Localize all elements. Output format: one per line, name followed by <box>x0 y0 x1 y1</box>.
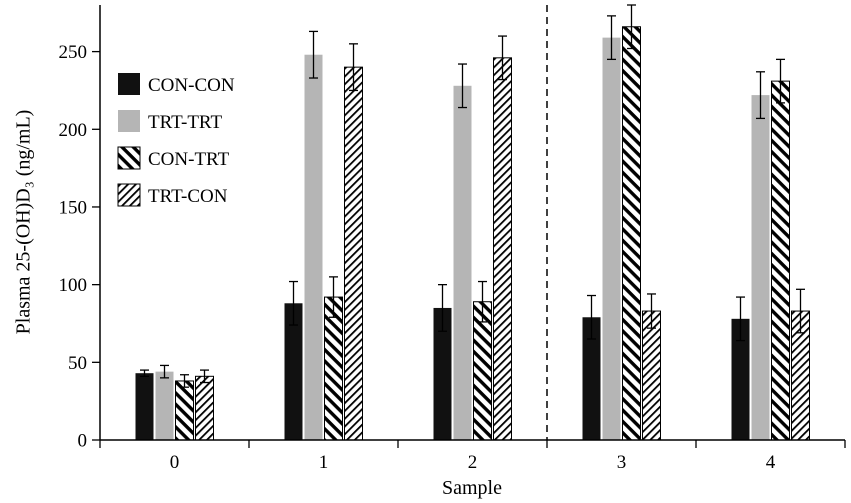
bar-trt-con-sample-1 <box>344 66 363 441</box>
bar-trt-con-sample-0 <box>195 375 214 441</box>
legend-label-trt-con: TRT-CON <box>148 186 228 207</box>
bar-trt-trt-sample-2 <box>453 85 472 441</box>
bar-con-con-sample-1 <box>284 303 303 440</box>
bar-trt-con-sample-3 <box>642 310 661 441</box>
x-axis-title: Sample <box>442 477 502 499</box>
y-tick-label: 150 <box>59 197 88 218</box>
legend-swatch-con-con <box>118 73 140 95</box>
y-tick-label: 250 <box>59 42 88 63</box>
legend-label-con-trt: CON-TRT <box>148 149 230 170</box>
x-tick-label: 0 <box>170 452 180 473</box>
legend-label-con-con: CON-CON <box>148 75 235 96</box>
y-axis-title: Plasma 25-(OH)D₃ (ng/mL) <box>12 109 35 335</box>
bar-con-trt-sample-4 <box>771 80 790 441</box>
bar-trt-con-sample-2 <box>493 57 512 441</box>
x-tick-label: 3 <box>617 452 627 473</box>
legend-swatch-trt-con <box>117 183 141 207</box>
bar-trt-trt-sample-1 <box>304 54 323 440</box>
x-tick-label: 2 <box>468 452 478 473</box>
y-tick-label: 100 <box>59 275 88 296</box>
bar-con-trt-sample-3 <box>622 26 641 441</box>
legend-swatch-trt-trt <box>118 110 140 132</box>
y-tick-label: 200 <box>59 120 88 141</box>
x-tick-label: 1 <box>319 452 329 473</box>
bar-con-con-sample-0 <box>135 373 154 440</box>
bar-con-con-sample-4 <box>731 318 750 440</box>
bar-trt-trt-sample-3 <box>602 37 621 440</box>
bar-con-con-sample-3 <box>582 317 601 440</box>
y-tick-label: 0 <box>78 431 88 452</box>
bar-con-con-sample-2 <box>433 307 452 440</box>
bar-con-trt-sample-1 <box>324 296 343 441</box>
x-tick-label: 4 <box>766 452 776 473</box>
bar-con-trt-sample-0 <box>175 380 194 441</box>
y-tick-label: 50 <box>68 353 87 374</box>
legend-label-trt-trt: TRT-TRT <box>148 112 222 133</box>
bar-trt-trt-sample-4 <box>751 95 770 440</box>
legend-swatch-con-trt <box>117 146 141 170</box>
bar-trt-trt-sample-0 <box>155 371 174 440</box>
